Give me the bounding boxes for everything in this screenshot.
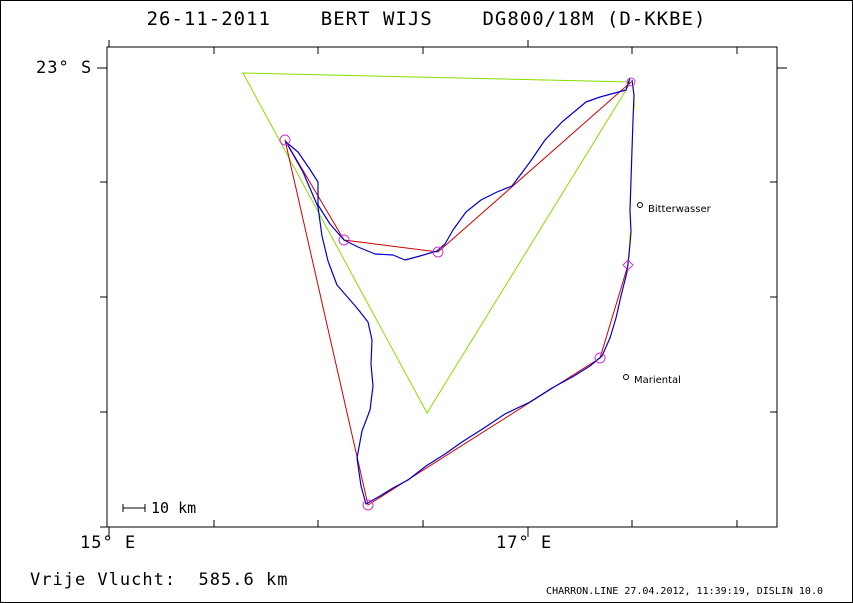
town-markers	[623, 202, 643, 380]
lon-axis-label-right: 17° E	[496, 533, 553, 553]
axis-ticks	[97, 40, 787, 537]
town-label-bitterwasser: Bitterwasser	[648, 204, 711, 215]
turnpoint-marker	[594, 352, 606, 364]
gps-track	[285, 77, 635, 505]
map-plot-area	[106, 46, 778, 528]
turnpoint-marker	[626, 77, 636, 87]
turnpoint-marker	[279, 134, 291, 146]
lat-axis-label: 23° S	[36, 58, 93, 78]
free-flight-summary: Vrije Vlucht: 585.6 km	[30, 570, 288, 590]
task-route	[284, 81, 632, 506]
lon-axis-label-left: 15° E	[80, 533, 137, 553]
town-label-mariental: Mariental	[634, 375, 681, 386]
turnpoint-marker	[338, 234, 350, 246]
scale-bar-label: 10 km	[151, 499, 197, 517]
flight-date: 26-11-2011	[146, 8, 271, 30]
turnpoint-marker	[432, 246, 444, 258]
credit-line: CHARRON.LINE 27.04.2012, 11:39:19, DISLI…	[546, 586, 823, 597]
turnpoint-markers	[279, 77, 636, 511]
free-flight-label: Vrije Vlucht:	[30, 570, 177, 590]
turnpoint-marker	[362, 499, 374, 511]
glider-name: DG800/18M (D-KKBE)	[482, 8, 707, 30]
town-marker-bitterwasser	[637, 202, 643, 208]
fai-triangle	[242, 72, 632, 414]
finish-marker	[622, 259, 634, 271]
pilot-name: BERT WIJS	[320, 8, 433, 30]
free-flight-distance: 585.6 km	[198, 570, 289, 590]
town-marker-mariental	[623, 374, 629, 380]
scale-bar	[122, 504, 146, 512]
page-title: 26-11-2011 BERT WIJS DG800/18M (D-KKBE)	[0, 8, 853, 30]
